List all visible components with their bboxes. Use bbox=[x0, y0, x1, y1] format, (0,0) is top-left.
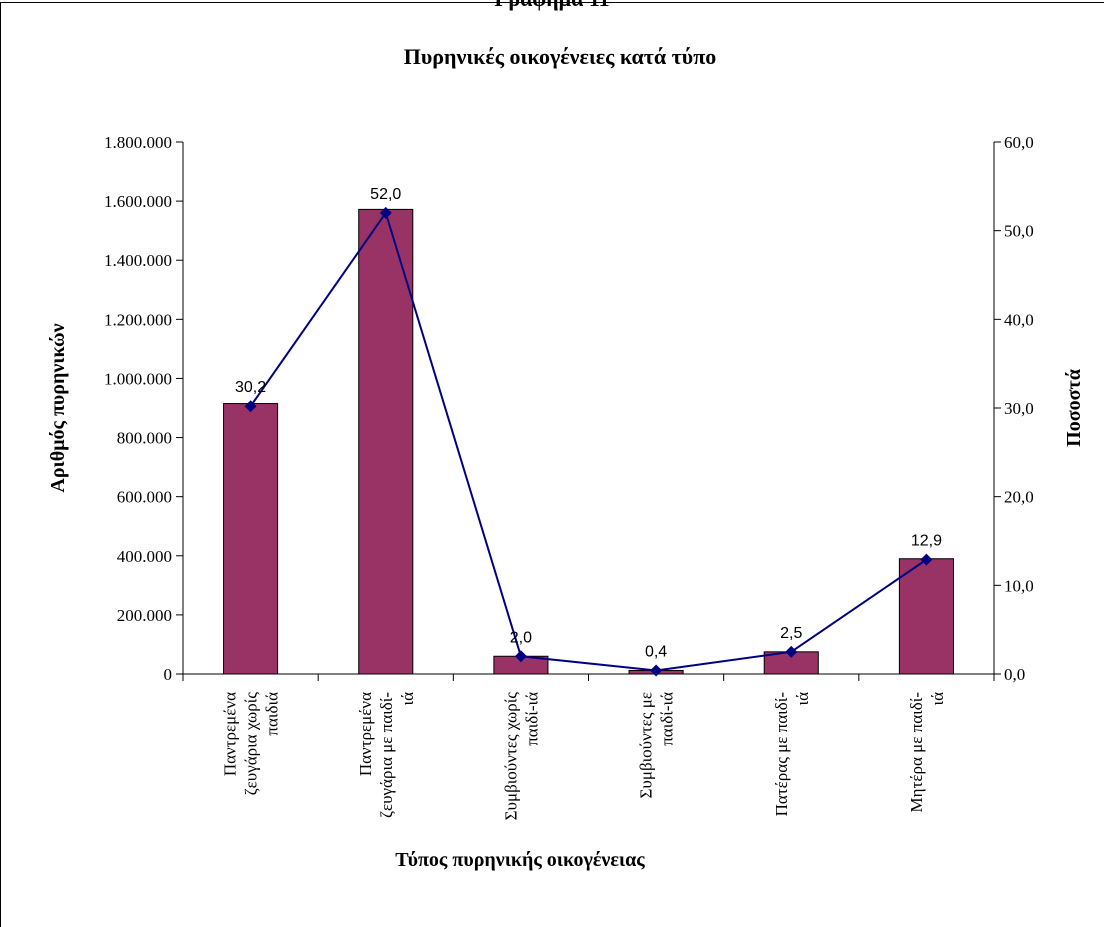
y2-tick-label: 30,0 bbox=[1004, 399, 1034, 418]
y2-tick-label: 10,0 bbox=[1004, 576, 1034, 595]
category-label: Συμβιούντες με παιδί-ιά bbox=[637, 692, 677, 799]
percent-marker bbox=[650, 664, 663, 677]
category-label-line: παιδί-ιά bbox=[658, 692, 677, 746]
page-heading: Γράφημα 11 bbox=[0, 0, 1104, 12]
chart-title: Πυρηνικές οικογένειες κατά τύπο bbox=[404, 44, 717, 69]
category-label-line: ζευγάρια χωρίς bbox=[242, 692, 261, 796]
category-label-line: Πατέρας με παιδί- bbox=[772, 692, 791, 817]
percent-marker bbox=[785, 645, 798, 658]
bar bbox=[358, 208, 414, 675]
y-tick-label: 800.000 bbox=[117, 429, 172, 448]
y-tick-label: 600.000 bbox=[117, 488, 172, 507]
category-label-line: ζευγάρια με παιδί- bbox=[377, 692, 396, 818]
category-label-line: παιδιά bbox=[263, 692, 282, 736]
data-label: 2,5 bbox=[780, 625, 802, 642]
category-label-line: Συμβιούντες με bbox=[637, 692, 656, 798]
data-label: 52,0 bbox=[370, 186, 401, 203]
data-label: 2,0 bbox=[510, 629, 532, 646]
category-label-line: Παντρεμένα bbox=[356, 692, 375, 776]
percent-marker bbox=[920, 553, 933, 566]
bar bbox=[898, 558, 954, 675]
y2-axis-title: Ποσοστά bbox=[1063, 369, 1085, 447]
category-label: Συμβιούντες χωρίς παιδί-ιά bbox=[501, 692, 541, 821]
y2-tick-label: 0,0 bbox=[1004, 665, 1025, 684]
y2-tick-label: 60,0 bbox=[1004, 133, 1034, 152]
percent-marker bbox=[514, 650, 527, 663]
category-label: Μητέρα με παιδί-ιά bbox=[907, 692, 947, 813]
y2-tick-label: 20,0 bbox=[1004, 488, 1034, 507]
y-tick-label: 1.000.000 bbox=[104, 369, 172, 388]
y-tick-label: 1.600.000 bbox=[104, 192, 172, 211]
y2-tick-label: 50,0 bbox=[1004, 222, 1034, 241]
category-label-line: ιά bbox=[928, 692, 947, 706]
category-label: Πατέρας με παιδί-ιά bbox=[772, 692, 812, 817]
category-label: Παντρεμένα ζευγάρια με παιδί-ιά bbox=[356, 692, 417, 818]
category-label: Παντρεμένα ζευγάρια χωρίς παιδιά bbox=[221, 692, 282, 796]
category-label-line: παιδί-ιά bbox=[522, 692, 541, 746]
category-label-line: ιά bbox=[398, 692, 417, 706]
x-axis-title: Τύπος πυρηνικής οικογένειας bbox=[395, 849, 645, 871]
percent-marker bbox=[379, 206, 392, 219]
y-tick-label: 200.000 bbox=[117, 606, 172, 625]
y2-tick-label: 40,0 bbox=[1004, 310, 1034, 329]
plot-area: 0 200.000 400.000 600.000 800.000 1.000.000 1.… bbox=[104, 133, 1034, 820]
y-tick-label: 400.000 bbox=[117, 547, 172, 566]
bar bbox=[223, 403, 279, 675]
data-label: 12,9 bbox=[911, 533, 942, 550]
percent-marker bbox=[244, 400, 257, 413]
y-axis-title: Αριθμός πυρηνικών bbox=[47, 323, 69, 492]
y-tick-label: 0 bbox=[164, 665, 173, 684]
category-label-line: Μητέρα με παιδί- bbox=[907, 692, 926, 813]
y-tick-label: 1.200.000 bbox=[104, 310, 172, 329]
y-tick-label: 1.400.000 bbox=[104, 251, 172, 270]
y-tick-label: 1.800.000 bbox=[104, 133, 172, 152]
data-label: 30,2 bbox=[235, 379, 266, 396]
category-label-line: Συμβιούντες χωρίς bbox=[501, 692, 520, 821]
data-label: 0,4 bbox=[645, 643, 667, 660]
percent-line bbox=[249, 210, 927, 672]
category-label-line: Παντρεμένα bbox=[221, 692, 240, 776]
category-label-line: ιά bbox=[793, 692, 812, 706]
